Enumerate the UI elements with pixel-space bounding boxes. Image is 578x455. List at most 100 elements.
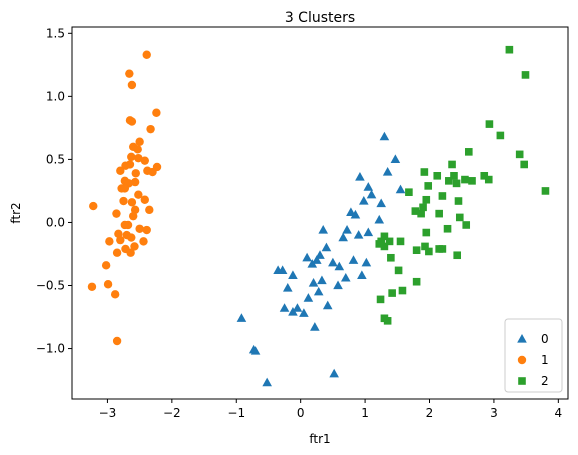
data-point-square bbox=[465, 148, 473, 156]
data-point-square bbox=[484, 175, 493, 184]
data-point-circle bbox=[127, 80, 137, 90]
x-tick-label: 4 bbox=[555, 406, 563, 420]
x-axis-label: ftr1 bbox=[309, 432, 330, 446]
legend-label: 0 bbox=[541, 332, 549, 346]
data-point-triangle bbox=[359, 196, 369, 205]
data-point-square bbox=[452, 179, 461, 188]
data-point-triangle bbox=[288, 270, 298, 280]
y-tick-label: 0.5 bbox=[46, 152, 65, 166]
data-point-circle bbox=[139, 237, 148, 246]
data-point-square bbox=[425, 247, 433, 256]
data-point-circle bbox=[110, 290, 120, 299]
x-tick-label: 3 bbox=[490, 406, 498, 420]
data-point-square bbox=[421, 242, 429, 251]
data-point-circle bbox=[145, 205, 154, 215]
data-point-square bbox=[419, 203, 427, 212]
data-point-square bbox=[455, 213, 464, 222]
data-point-circle bbox=[105, 237, 114, 246]
data-point-triangle bbox=[390, 154, 401, 164]
data-point-circle bbox=[142, 225, 151, 235]
data-point-square bbox=[396, 237, 405, 246]
data-point-square bbox=[385, 237, 394, 246]
data-point-square bbox=[496, 131, 505, 140]
x-tick-label: −2 bbox=[163, 406, 181, 420]
data-point-triangle bbox=[311, 255, 322, 264]
data-point-triangle bbox=[338, 232, 348, 242]
data-point-square bbox=[375, 240, 384, 248]
plot-frame bbox=[71, 26, 569, 400]
data-point-triangle bbox=[282, 283, 293, 292]
points-layer bbox=[87, 45, 550, 387]
data-point-triangle bbox=[355, 172, 365, 181]
data-point-triangle bbox=[334, 261, 345, 271]
data-point-triangle bbox=[318, 225, 329, 234]
data-point-square bbox=[417, 209, 425, 218]
data-point-square bbox=[383, 317, 392, 325]
data-point-triangle bbox=[363, 227, 374, 237]
data-point-triangle bbox=[329, 368, 339, 378]
data-point-triangle bbox=[379, 131, 390, 141]
x-tick-label: −3 bbox=[99, 406, 117, 420]
data-point-circle bbox=[112, 336, 122, 346]
data-point-triangle bbox=[361, 257, 372, 267]
x-tick-label: −1 bbox=[227, 406, 245, 420]
data-point-triangle bbox=[363, 182, 374, 191]
data-point-square bbox=[435, 209, 443, 218]
data-point-triangle bbox=[340, 272, 351, 282]
data-point-triangle bbox=[277, 265, 288, 274]
data-point-square bbox=[468, 177, 476, 185]
data-point-triangle bbox=[302, 252, 312, 262]
data-point-circle bbox=[120, 184, 130, 193]
data-point-square bbox=[376, 295, 385, 304]
x-tick-label: 0 bbox=[297, 406, 305, 420]
data-point-triangle bbox=[303, 293, 314, 302]
data-point-square bbox=[380, 242, 389, 251]
data-point-triangle bbox=[279, 303, 290, 312]
data-point-circle bbox=[101, 261, 111, 270]
data-point-circle bbox=[133, 145, 142, 154]
data-point-triangle bbox=[315, 250, 325, 259]
data-point-square bbox=[433, 172, 442, 180]
data-point-square bbox=[450, 172, 458, 180]
data-point-circle bbox=[114, 229, 123, 239]
data-point-square bbox=[480, 172, 489, 180]
data-point-triangle bbox=[350, 209, 361, 219]
data-point-triangle bbox=[236, 313, 247, 322]
y-tick-label: 0.0 bbox=[46, 215, 65, 229]
data-point-circle bbox=[120, 220, 130, 230]
data-point-square bbox=[448, 160, 456, 169]
data-point-square bbox=[454, 197, 463, 205]
legend-marker-triangle bbox=[517, 334, 527, 343]
data-point-circle bbox=[140, 195, 149, 204]
data-point-circle bbox=[89, 201, 98, 211]
legend-marker-square bbox=[518, 377, 526, 385]
data-point-circle bbox=[135, 224, 144, 233]
data-point-circle bbox=[134, 153, 143, 163]
data-point-triangle bbox=[288, 306, 298, 316]
data-point-square bbox=[520, 160, 528, 169]
data-point-circle bbox=[121, 161, 130, 170]
x-axis-ticks: −3 −2 −1 0 1 2 3 4 bbox=[99, 399, 563, 420]
legend-box bbox=[504, 318, 563, 393]
data-point-triangle bbox=[321, 242, 332, 252]
data-point-circle bbox=[135, 137, 144, 146]
data-point-circle bbox=[116, 166, 125, 175]
data-point-square bbox=[412, 277, 421, 286]
data-point-triangle bbox=[317, 275, 327, 285]
data-point-circle bbox=[130, 177, 140, 187]
data-point-square bbox=[387, 253, 395, 262]
data-point-square bbox=[443, 224, 452, 233]
data-point-square bbox=[380, 232, 389, 241]
data-point-square bbox=[521, 71, 530, 79]
data-point-triangle bbox=[292, 303, 303, 312]
legend-label: 1 bbox=[541, 353, 549, 367]
data-point-circle bbox=[127, 152, 136, 162]
x-tick-label: 2 bbox=[426, 406, 434, 420]
data-point-triangle bbox=[376, 198, 386, 208]
data-point-circle bbox=[103, 280, 113, 289]
data-point-square bbox=[438, 245, 447, 253]
data-point-circle bbox=[131, 169, 140, 178]
data-point-triangle bbox=[262, 377, 272, 387]
data-point-square bbox=[405, 188, 413, 196]
